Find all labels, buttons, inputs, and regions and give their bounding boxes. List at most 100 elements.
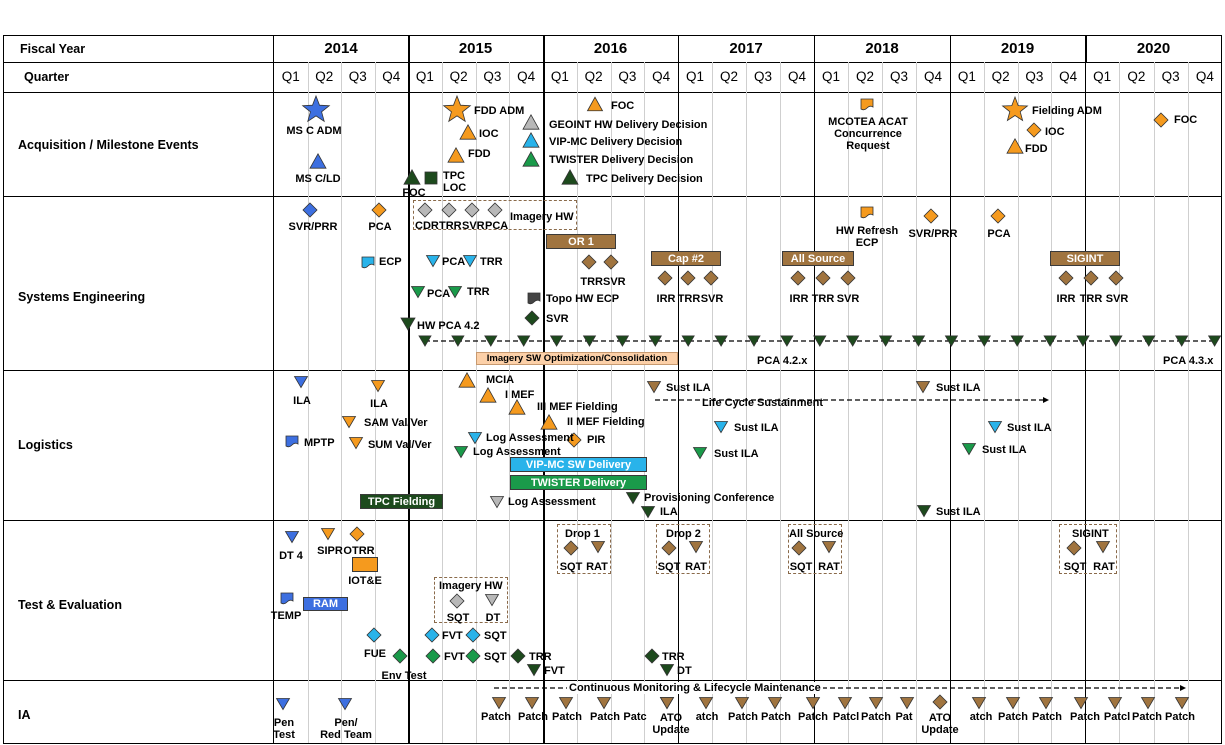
row-label-ia: IA [18,708,31,722]
diamond-sqt-drop [1066,540,1082,556]
triangle-sw-drop [681,335,695,347]
label-env-test: Env Test [381,670,427,682]
arrow-head [1043,397,1049,403]
triangle-rat-drop [590,541,606,554]
diamond-gray-se [441,202,457,218]
triangle-patch [1038,697,1054,710]
year-2020-marker [1085,35,1087,63]
label-sust-ila-2018b: Sust ILA [936,506,981,518]
label-sust-ila-2019a: Sust ILA [1007,422,1052,434]
triangle-patch [1005,697,1021,710]
triangle-patch [1174,697,1190,710]
triangle-ioc [459,123,477,140]
left-border [3,35,4,743]
diamond-foc-2020 [1153,112,1169,128]
diamond-otrr [349,526,365,542]
label-twister-decision: TWISTER Delivery Decision [549,154,694,166]
triangle-pen-red-team [337,698,353,711]
triangle-patch [1073,697,1089,710]
quarter-grid-line [780,62,781,743]
diamond-pir [566,432,582,448]
box-imagery-hw-te [434,577,508,623]
triangle-fdd [447,146,465,163]
quarter-grid-line [1154,62,1155,743]
label-pca2-2015: PCA [485,220,509,232]
label-ms-c-adm: MS C ADM [286,125,342,137]
diamond-cap2 [657,270,673,286]
year-2015: 2015 [458,40,493,57]
label-ms-c-ld: MS C/LD [295,173,341,185]
diamond-cap2 [703,270,719,286]
label-patch: atch [695,711,719,723]
diamond-trr-or1 [581,254,597,270]
triangle-i-mef [479,386,497,403]
label-fvt-green: FVT [444,651,465,663]
quarter-2014-Q2: Q2 [315,69,334,84]
quarter-2015-Q1: Q1 [415,69,434,84]
triangle-vip-mc [522,131,540,148]
year-2020: 2020 [1136,40,1171,57]
label-sqt-drop1: SQT [559,561,583,573]
triangle-patch [1140,697,1156,710]
triangle-patch [524,697,540,710]
label-pen-test: Pen Test [273,717,295,741]
diamond-env-test [392,648,408,664]
row-label-test-evaluation: Test & Evaluation [18,598,122,612]
star-fdd-adm [442,94,472,123]
square-tpc-loc [424,171,438,185]
triangle-pca-cyan [425,255,441,268]
quarter-2016-Q2: Q2 [584,69,603,84]
label-svr-prr: SVR/PRR [288,221,338,233]
diamond-svr-darkgreen [524,310,540,326]
quarter-2015-Q4: Q4 [517,69,536,84]
phase-production-deployment: Production & Deployment [339,4,410,31]
label-sust-ila-2017b: Sust ILA [714,448,759,460]
label-trr-te-2016: TRR [662,651,685,663]
quarter-2020-Q4: Q4 [1195,69,1214,84]
label-dt-darkgreen: DT [677,665,692,677]
label-patch: Patch [1165,711,1195,723]
quarter-2020-Q1: Q1 [1093,69,1112,84]
triangle-sw-drop [846,335,860,347]
triangle-sw-drop [878,335,893,347]
quarter-label: Quarter [24,70,70,84]
quarter-grid-line [644,62,645,743]
label-patch: Patch [998,711,1028,723]
diamond-svr-or1 [603,254,619,270]
quarter-grid-line [375,62,376,743]
label-rat-drop2: RAT [685,561,707,573]
year-2019: 2019 [1000,40,1035,57]
triangle-sw-drop [451,335,465,347]
triangle-fdd-2019 [1006,137,1024,154]
triangle-iii-mef [508,398,526,415]
bar-iote [352,557,378,572]
quarter-2019-Q3: Q3 [1025,69,1044,84]
quarter-2015-Q3: Q3 [483,69,502,84]
quarter-grid-line [1051,62,1052,743]
label-patch: Patch [798,711,828,723]
triangle-ms-c-ld [309,152,327,169]
triangle-sw-drop [484,335,498,347]
arrow-head [1180,685,1186,691]
triangle-sw-drop [1175,335,1189,347]
triangle-dt-darkgreen [659,664,675,677]
label-sqt-drop2: SQT [657,561,681,573]
label-ii-mef: II MEF Fielding [567,416,645,428]
phase-operations-support: Operations & Support [797,4,867,31]
row-label-logistics: Logistics [18,438,73,452]
triangle-sw-drop [780,335,794,347]
triangle-ila-darkgreen [640,506,656,519]
triangle-sust-ila-cyan-2019 [987,421,1003,434]
triangle-patch [805,697,821,710]
bar-vip-mc-sw-delivery: VIP-MC SW Delivery [510,457,647,472]
diamond-sigint [1058,270,1074,286]
label-topo-hw-ecp: Topo HW ECP [546,293,620,305]
quarter-grid-line [882,62,883,743]
label-patch: Patcl [832,711,860,723]
triangle-log-assess-gray [489,496,505,509]
label-svr-2017: SVR [700,293,724,305]
label-dt-imagery: DT [485,612,501,624]
label-hw-refresh-ecp: HW Refresh ECP [835,225,899,249]
year-divider [678,35,679,743]
